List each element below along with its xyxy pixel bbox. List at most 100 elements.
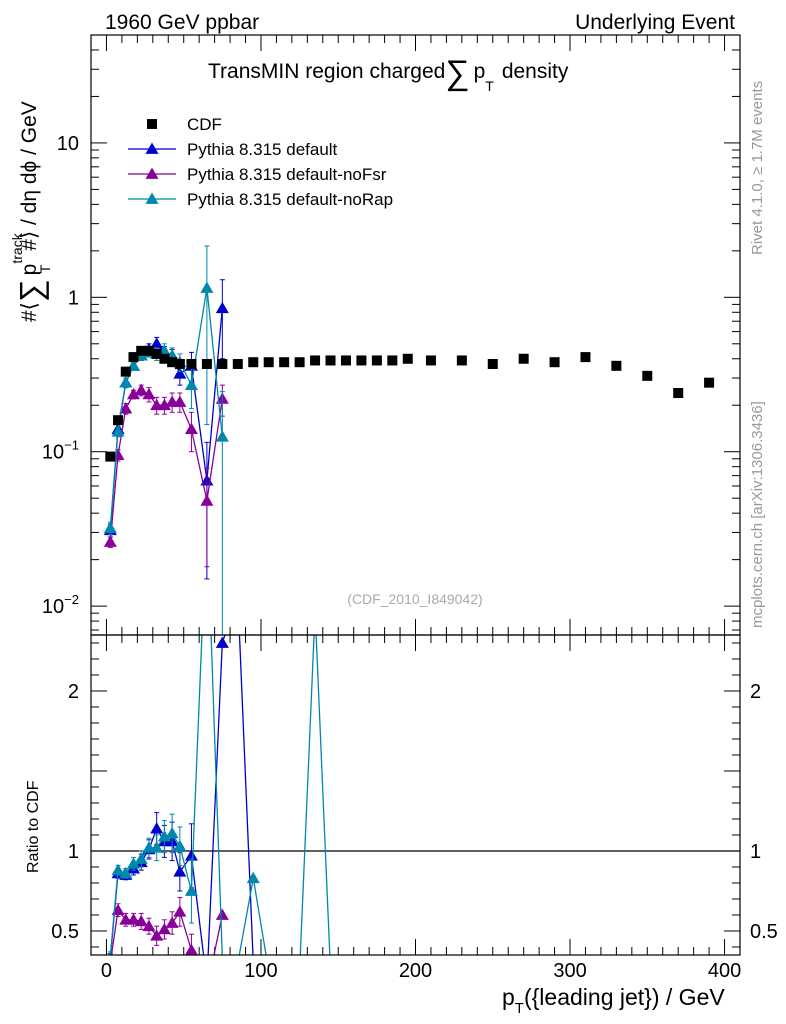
ratio-y-tick-label: 2	[68, 681, 79, 703]
main-marker-series-2	[184, 422, 198, 435]
ratio-marker-series-2	[126, 913, 140, 925]
cdf-data-point	[232, 358, 243, 369]
mcplots-label: mcplots.cern.ch [arXiv:1306.3436]	[749, 401, 766, 628]
cdf-data-point	[518, 353, 529, 364]
header-right: Underlying Event	[575, 11, 735, 34]
cdf-data-point	[263, 357, 274, 368]
legend-label: Pythia 8.315 default-noRap	[187, 190, 393, 209]
cdf-data-point	[167, 357, 178, 368]
ratio-marker-series-2	[111, 903, 125, 916]
legend-item-1: Pythia 8.315 default	[128, 140, 338, 159]
main-y-tick-label: 10	[57, 133, 79, 155]
ratio-marker-series-3	[246, 871, 260, 884]
main-marker-series-2	[126, 387, 140, 400]
ratio-marker-series-3	[184, 884, 198, 896]
cdf-data-point	[611, 360, 622, 371]
legend-item-0: CDF	[147, 115, 222, 134]
ratio-marker-series-2	[165, 916, 179, 928]
ratio-marker-series-3	[157, 830, 171, 842]
ratio-y-tick-label: 1	[68, 841, 79, 863]
ratio-marker-series-2	[134, 914, 148, 927]
main-marker-series-1	[150, 337, 164, 349]
main-ylabel: #⟨∑ptrackT#⟩ / dη dϕ / GeV	[9, 101, 53, 322]
header-left: 1960 GeV ppbar	[105, 11, 259, 34]
legend-label: Pythia 8.315 default-noFsr	[187, 165, 387, 184]
main-marker-series-3	[111, 425, 125, 437]
cdf-data-point	[279, 357, 290, 368]
x-tick-label: 200	[399, 960, 432, 982]
rivet-label: Rivet 4.1.0, ≥ 1.7M events	[749, 81, 766, 255]
cdf-data-point	[340, 355, 351, 366]
ratio-plot-frame	[90, 634, 741, 956]
ratio-marker-series-3	[119, 866, 133, 879]
cdf-data-point	[580, 352, 591, 363]
cdf-data-point	[174, 358, 185, 369]
main-y-tick-label: 10−1	[42, 438, 79, 464]
cdf-data-point	[310, 355, 321, 366]
main-marker-series-3	[200, 281, 214, 293]
ratio-y-tick-label-right: 1	[750, 841, 761, 863]
ratio-marker-series-3	[173, 839, 187, 852]
ratio-ylabel: Ratio to CDF	[25, 780, 42, 873]
legend-item-3: Pythia 8.315 default-noRap	[128, 190, 393, 209]
main-marker-series-2	[134, 383, 148, 396]
ratio-marker-series-2	[173, 905, 187, 917]
cdf-data-point	[402, 353, 413, 364]
ratio-y-tick-label-right: 0.5	[750, 921, 778, 943]
cdf-data-point	[143, 345, 154, 356]
cdf-data-point	[294, 357, 305, 368]
ratio-marker-series-1	[184, 849, 198, 861]
ratio-series-line-3	[109, 635, 331, 955]
ratio-marker-series-3	[165, 826, 179, 839]
cdf-data-point	[128, 352, 139, 363]
cdf-data-point	[151, 348, 162, 359]
ratio-marker-series-3	[134, 852, 148, 864]
cdf-data-point	[425, 355, 436, 366]
analysis-watermark: (CDF_2010_I849042)	[347, 591, 482, 607]
main-marker-series-3	[119, 376, 133, 388]
ratio-marker-series-1	[173, 865, 187, 877]
cdf-data-point	[105, 451, 116, 462]
ratio-marker-series-3	[150, 841, 164, 853]
main-marker-series-2	[157, 398, 171, 411]
main-marker-series-2	[173, 395, 187, 407]
cdf-data-point	[456, 355, 467, 366]
x-tick-label: 400	[708, 960, 741, 982]
ratio-marker-series-3	[126, 857, 140, 869]
legend-marker-triangle	[145, 167, 159, 179]
cdf-data-point	[673, 388, 684, 399]
main-marker-series-2	[142, 387, 156, 400]
cdf-data-point	[201, 358, 212, 369]
main-marker-series-1	[215, 301, 229, 314]
legend-item-2: Pythia 8.315 default-noFsr	[128, 165, 387, 184]
ratio-marker-series-2	[142, 919, 156, 932]
main-marker-series-2	[103, 535, 117, 547]
main-marker-series-2	[200, 494, 214, 506]
legend-marker-square	[147, 119, 157, 129]
plot-title: TransMIN region charged∑ pTdensity	[208, 54, 569, 94]
x-tick-label: 0	[101, 960, 112, 982]
ratio-y-tick-label: 0.5	[51, 921, 79, 943]
ratio-marker-series-2	[150, 929, 164, 941]
x-tick-label: 100	[244, 960, 277, 982]
main-marker-series-3	[215, 430, 229, 442]
legend-label: CDF	[187, 115, 222, 134]
main-marker-series-1	[173, 367, 187, 379]
main-y-tick-label: 1	[68, 287, 79, 309]
cdf-data-point	[549, 357, 560, 368]
x-tick-label: 300	[553, 960, 586, 982]
cdf-data-point	[371, 355, 382, 366]
cdf-data-point	[217, 358, 228, 369]
cdf-data-point	[248, 357, 259, 368]
main-marker-series-2	[119, 402, 133, 414]
cdf-data-point	[159, 353, 170, 364]
cdf-data-point	[325, 355, 336, 366]
cdf-data-point	[387, 355, 398, 366]
ratio-marker-series-1	[150, 822, 164, 834]
cdf-data-point	[186, 358, 197, 369]
cdf-data-point	[642, 370, 653, 381]
cdf-data-point	[704, 377, 715, 388]
cdf-data-point	[113, 415, 124, 426]
ratio-y-tick-label-right: 2	[750, 681, 761, 703]
